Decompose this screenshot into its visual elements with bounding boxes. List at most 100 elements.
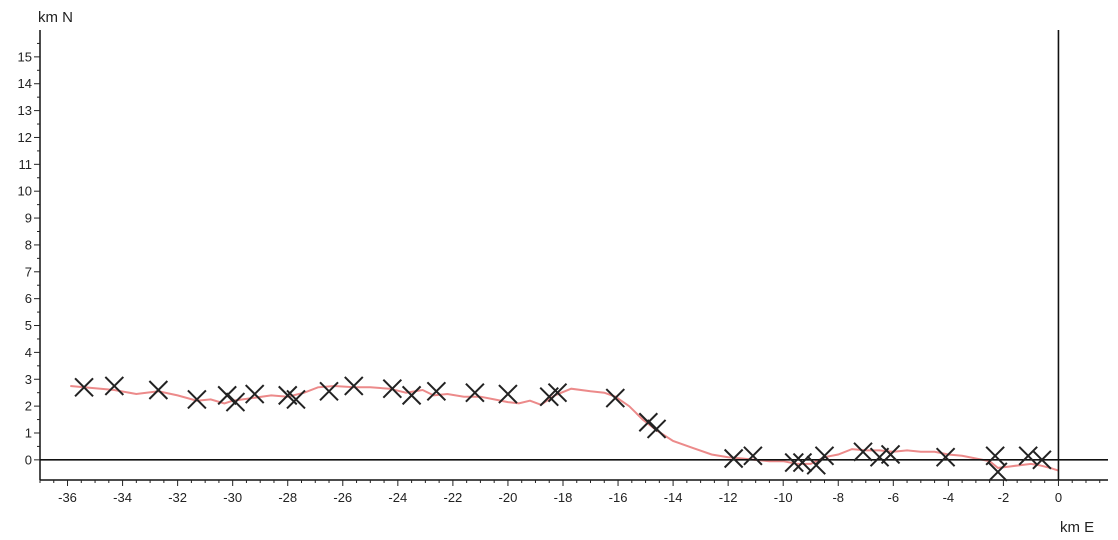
x-tick-label: -24 — [388, 490, 407, 505]
y-tick-label: 15 — [18, 49, 32, 64]
x-marker-stroke — [784, 452, 804, 473]
x-marker — [853, 442, 873, 462]
x-marker — [814, 446, 835, 466]
x-marker-stroke — [880, 444, 901, 465]
y-tick-label: 13 — [18, 103, 32, 118]
x-marker — [988, 462, 1008, 482]
y-tick-label: 9 — [25, 211, 32, 226]
x-marker-stroke — [286, 389, 306, 410]
x-tick-label: -30 — [223, 490, 242, 505]
x-marker-stroke — [148, 380, 169, 400]
x-marker — [743, 446, 763, 466]
x-marker-stroke — [646, 419, 667, 439]
x-marker-stroke — [225, 392, 246, 412]
y-tick-label: 12 — [18, 130, 32, 145]
x-marker-stroke — [814, 446, 835, 466]
x-marker-stroke — [401, 385, 422, 406]
x-marker — [792, 452, 813, 473]
x-tick-label: -4 — [943, 490, 955, 505]
x-marker-stroke — [498, 384, 518, 404]
x-marker — [104, 376, 125, 396]
x-marker — [426, 381, 447, 402]
x-marker-stroke — [1032, 450, 1052, 470]
x-marker — [382, 378, 403, 399]
x-marker-stroke — [988, 462, 1008, 482]
x-marker-stroke — [465, 382, 485, 403]
x-marker — [74, 377, 94, 398]
x-marker-stroke — [244, 384, 265, 404]
x-tick-label: -32 — [168, 490, 187, 505]
x-marker-stroke — [605, 388, 625, 408]
y-tick-label: 7 — [25, 264, 32, 279]
y-tick-label: 2 — [25, 399, 32, 414]
x-marker — [723, 448, 744, 469]
x-tick-label: -12 — [719, 490, 738, 505]
y-axis-title: km N — [38, 9, 73, 26]
x-tick-label: -36 — [58, 490, 77, 505]
x-marker — [1018, 446, 1038, 466]
y-tick-label: 8 — [25, 237, 32, 252]
x-marker — [784, 452, 804, 473]
x-tick-label: -16 — [609, 490, 628, 505]
x-tick-label: -22 — [443, 490, 462, 505]
x-marker-stroke — [278, 385, 298, 406]
x-marker — [880, 444, 901, 465]
x-tick-label: -26 — [333, 490, 352, 505]
y-tick-label: 4 — [25, 345, 32, 360]
x-tick-label: -18 — [554, 490, 573, 505]
x-marker-stroke — [426, 381, 447, 402]
x-tick-label: 0 — [1055, 490, 1062, 505]
x-marker-stroke — [547, 382, 568, 403]
x-tick-label: -20 — [499, 490, 518, 505]
x-marker — [1032, 450, 1052, 470]
x-marker — [498, 384, 518, 404]
y-tick-label: 1 — [25, 425, 32, 440]
x-marker — [217, 385, 237, 406]
x-tick-label: -34 — [113, 490, 132, 505]
y-tick-label: 0 — [25, 452, 32, 467]
x-marker-stroke — [723, 448, 744, 469]
x-marker — [344, 376, 364, 396]
x-marker — [985, 446, 1005, 466]
x-marker-stroke — [382, 378, 403, 399]
x-marker — [465, 382, 485, 403]
x-marker — [605, 388, 625, 408]
x-marker-stroke — [217, 385, 237, 406]
y-tick-label: 3 — [25, 372, 32, 387]
x-marker-stroke — [344, 376, 364, 396]
y-tick-label: 14 — [18, 76, 32, 91]
x-marker-stroke — [853, 442, 873, 462]
x-marker-stroke — [869, 447, 890, 467]
x-marker-stroke — [74, 377, 94, 398]
x-tick-label: -6 — [888, 490, 900, 505]
x-marker-stroke — [187, 389, 207, 410]
x-marker — [244, 384, 265, 404]
x-marker — [187, 389, 207, 410]
x-marker — [638, 412, 659, 432]
x-tick-label: -10 — [774, 490, 793, 505]
x-tick-label: -2 — [998, 490, 1010, 505]
x-marker — [319, 381, 339, 402]
x-marker — [225, 392, 246, 412]
x-marker — [547, 382, 568, 403]
x-marker-stroke — [1018, 446, 1038, 466]
x-marker-stroke — [985, 446, 1005, 466]
x-marker-stroke — [743, 446, 763, 466]
x-marker — [401, 385, 422, 406]
y-tick-label: 6 — [25, 291, 32, 306]
x-marker-stroke — [104, 376, 125, 396]
marker-layer — [74, 376, 1052, 482]
x-axis-title: km E — [1060, 519, 1094, 536]
x-marker — [646, 419, 667, 439]
x-marker — [286, 389, 306, 410]
x-tick-label: -8 — [832, 490, 844, 505]
y-tick-label: 10 — [18, 184, 32, 199]
x-marker — [148, 380, 169, 400]
y-tick-label: 11 — [19, 157, 33, 172]
x-marker — [869, 447, 890, 467]
x-tick-label: -28 — [278, 490, 297, 505]
x-tick-label: -14 — [664, 490, 683, 505]
x-marker — [935, 447, 956, 467]
